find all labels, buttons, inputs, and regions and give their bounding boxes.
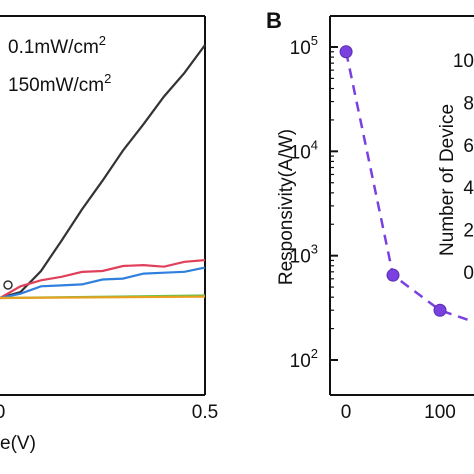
panel-b-right-tick-label-5: 0	[463, 263, 474, 284]
panel-b-point-0	[339, 45, 353, 59]
panel-b-right-ticks: 10 8 6 4 2 0	[453, 51, 474, 284]
panel-b-right-tick-label-4: 2	[463, 221, 474, 242]
panel-b-series-line	[344, 51, 474, 324]
panel-b-right-tick-label-2: 6	[463, 136, 474, 157]
panel-b-series-group	[339, 45, 474, 324]
panel-a-x-axis-label: e(V)	[0, 433, 36, 454]
panel-a-series-line-2	[0, 266, 206, 300]
panel-b-y-tick-label-2: 104	[290, 137, 318, 163]
panel-b-right-tick-label-1: 8	[463, 93, 474, 114]
panel-a-legend-label-0: 0.1mW/cm2	[8, 33, 106, 58]
panel-b-point-2	[433, 303, 447, 317]
panel-a-series-line-4	[0, 295, 206, 300]
panel-b-right-axis-label: Number of Device	[437, 104, 458, 256]
panel-a-series-line-0	[0, 44, 206, 300]
panel-a-legend-label-1: 150mW/cm2	[8, 71, 111, 96]
panel-b-letter: B	[266, 8, 282, 33]
panel-b-y-tick-label-1: 103	[290, 242, 318, 268]
panel-a-series-line-1	[0, 259, 206, 299]
panel-a-series-group	[0, 44, 206, 300]
panel-a-x-tick-0: 0	[0, 402, 5, 423]
panel-b-x-tick-0: 0	[341, 402, 352, 423]
panel-a-x-tick-1: 0.5	[192, 402, 218, 423]
panel-b-x-tick-1: 100	[424, 402, 456, 423]
panel-b-point-1	[386, 268, 400, 282]
panel-b-y-ticks: 102 103 104 105	[290, 33, 338, 372]
panel-b-right-tick-label-0: 10	[453, 51, 474, 72]
panel-b-right-tick-label-3: 4	[463, 178, 474, 199]
panel-a: 0 0.5 e(V) 0.1mW/cm2 150mW/cm2	[0, 15, 218, 454]
panel-b-y-tick-label-0: 102	[290, 346, 318, 372]
panel-a-origin-marker	[3, 280, 13, 290]
panel-b-y-axis-label: Responsivity(A/W)	[276, 129, 297, 285]
panel-b-y-tick-label-3: 105	[290, 33, 318, 59]
